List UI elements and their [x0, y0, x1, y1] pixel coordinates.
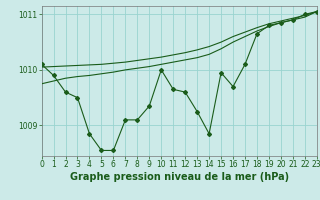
- X-axis label: Graphe pression niveau de la mer (hPa): Graphe pression niveau de la mer (hPa): [70, 172, 289, 182]
